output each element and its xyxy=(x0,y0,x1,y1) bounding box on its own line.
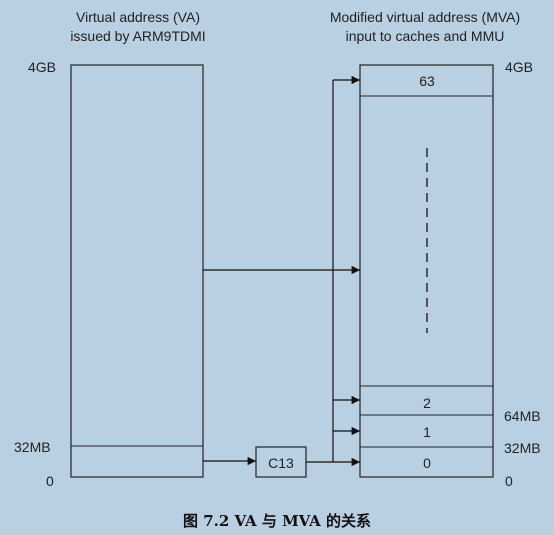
va-label-32mb: 32MB xyxy=(14,439,51,455)
mva-address-space xyxy=(359,64,494,478)
va-title-line2: issued by ARM9TDMI xyxy=(70,28,205,44)
va-label-zero: 0 xyxy=(46,473,54,489)
mva-block-0: 0 xyxy=(423,455,431,471)
mva-label-32mb: 32MB xyxy=(504,440,541,456)
mva-label-zero: 0 xyxy=(505,473,513,489)
va-title-line1: Virtual address (VA) xyxy=(76,9,200,25)
va-label-4gb: 4GB xyxy=(28,59,56,75)
mva-block-1: 1 xyxy=(423,424,431,440)
mva-block-63: 63 xyxy=(419,73,435,89)
mva-block-2: 2 xyxy=(423,395,431,411)
mva-label-64mb: 64MB xyxy=(504,408,541,424)
c13-label: C13 xyxy=(268,455,294,471)
figure-caption: 图 7.2 VA 与 MVA 的关系 xyxy=(183,512,371,530)
mva-title-line1: Modified virtual address (MVA) xyxy=(330,9,520,25)
mva-label-4gb: 4GB xyxy=(505,59,533,75)
mva-title-line2: input to caches and MMU xyxy=(346,28,505,44)
va-address-space xyxy=(70,64,204,478)
